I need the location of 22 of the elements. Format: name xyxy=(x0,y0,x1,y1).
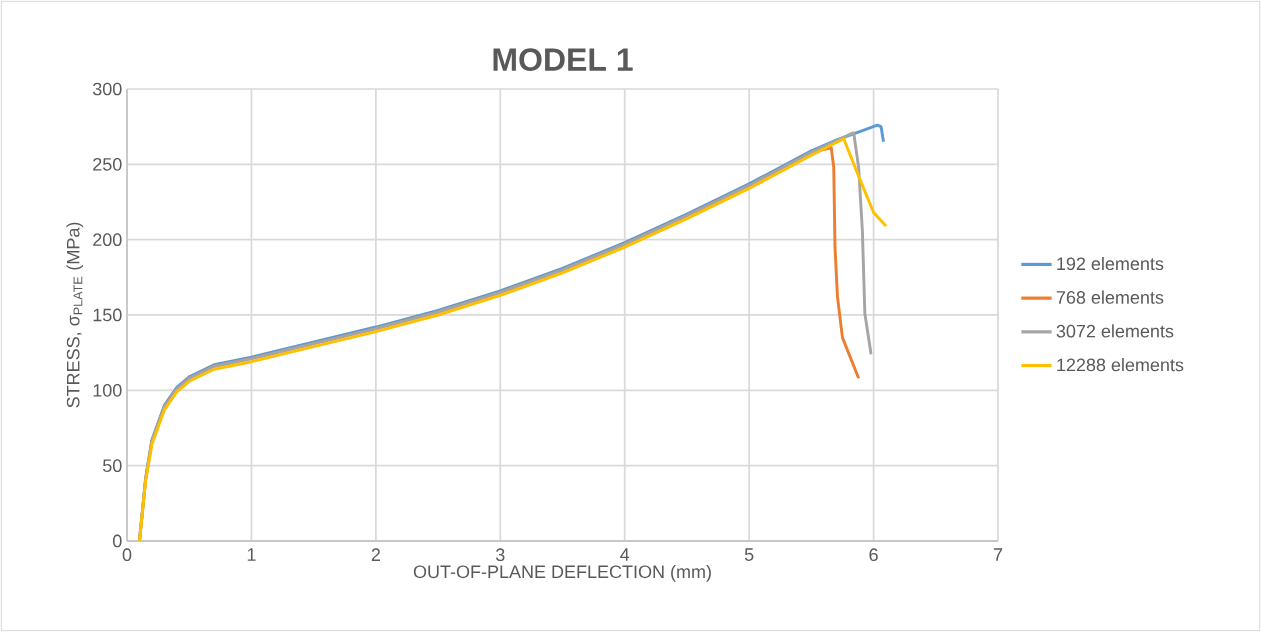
legend-label: 12288 elements xyxy=(1057,358,1184,372)
x-axis-title: OUT-OF-PLANE DEFLECTION (mm) xyxy=(413,564,711,582)
x-tick-label: 5 xyxy=(744,548,754,561)
y-tick-label: 250 xyxy=(93,157,122,171)
x-tick-label: 1 xyxy=(247,548,256,561)
x-tick-label: 3 xyxy=(495,548,505,562)
legend-label: 3072 elements xyxy=(1056,324,1174,338)
y-tick-label: 50 xyxy=(102,459,122,473)
x-tick-label: 7 xyxy=(993,548,1003,561)
x-tick-label: 2 xyxy=(371,548,380,561)
y-tick-label: 100 xyxy=(93,383,122,397)
y-tick-label: 300 xyxy=(92,82,122,96)
y-tick-label: 0 xyxy=(113,534,122,548)
x-tick-label: 0 xyxy=(122,548,132,562)
x-tick-label: 6 xyxy=(869,548,878,562)
x-tick-label: 4 xyxy=(620,548,630,561)
legend-label: 192 elements xyxy=(1057,256,1164,271)
y-axis-title: STRESS, σ$_{PLATE}$ (MPa) xyxy=(66,222,84,408)
legend-label: 768 elements xyxy=(1056,290,1164,304)
y-tick-label: 200 xyxy=(93,233,122,247)
chart-title: MODEL 1 xyxy=(493,48,633,71)
y-tick-label: 150 xyxy=(93,308,122,322)
